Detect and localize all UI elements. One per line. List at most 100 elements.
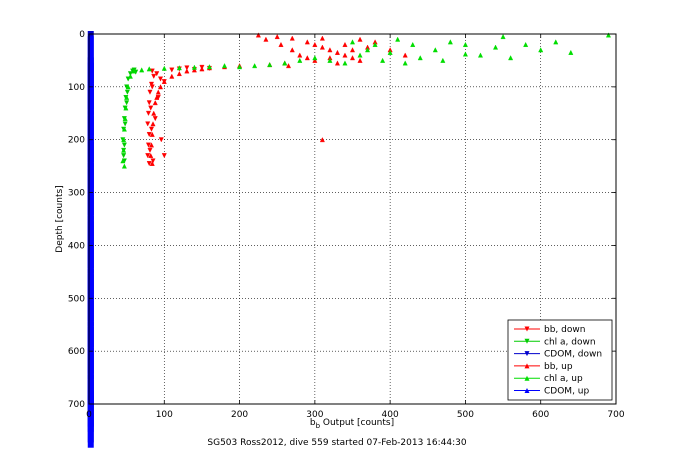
data-point — [148, 152, 154, 158]
data-point — [161, 78, 167, 84]
x-tick-label: 300 — [306, 410, 323, 420]
x-tick-label: 600 — [532, 410, 549, 420]
x-tick-label: 700 — [607, 410, 624, 420]
data-point — [282, 60, 288, 66]
data-point — [462, 51, 468, 57]
data-point — [131, 68, 137, 74]
data-point — [462, 41, 468, 47]
data-point — [176, 70, 182, 77]
data-point — [387, 49, 393, 55]
data-point — [199, 66, 205, 72]
data-point — [477, 52, 484, 58]
data-point — [151, 110, 157, 116]
data-point — [410, 41, 416, 47]
y-tick-label: 300 — [68, 189, 85, 199]
data-point — [87, 274, 94, 327]
data-point — [121, 137, 127, 143]
legend-marker — [524, 338, 530, 344]
data-point — [255, 32, 261, 38]
data-point — [221, 63, 228, 69]
data-point — [122, 115, 128, 121]
data-point — [342, 60, 348, 66]
data-point — [155, 89, 161, 95]
data-point — [87, 247, 94, 300]
data-point — [146, 161, 152, 167]
data-point — [139, 67, 145, 73]
data-point — [380, 57, 386, 63]
data-point — [319, 137, 325, 143]
data-point — [191, 67, 197, 73]
data-point — [149, 84, 155, 90]
series-5 — [87, 36, 94, 448]
data-point — [357, 36, 363, 42]
x-tick-label: 200 — [231, 410, 248, 420]
data-point — [191, 64, 197, 70]
data-point — [150, 121, 156, 127]
data-point — [349, 55, 356, 61]
data-point — [285, 63, 292, 69]
data-point — [121, 153, 127, 159]
data-point — [87, 142, 94, 194]
data-point — [157, 76, 164, 82]
data-point — [493, 44, 499, 50]
data-point — [169, 67, 175, 73]
y-tick-label: 100 — [68, 83, 85, 93]
data-point — [319, 35, 325, 41]
data-point — [402, 52, 408, 58]
data-point — [432, 47, 438, 53]
y-tick-label: 400 — [68, 241, 85, 251]
x-axis-label-main: b — [310, 418, 316, 428]
data-point — [605, 32, 611, 38]
data-point — [327, 47, 333, 53]
y-axis-label: Depth [counts] — [55, 185, 65, 252]
data-point — [538, 47, 544, 53]
x-tick-label: 0 — [86, 410, 92, 420]
data-point — [147, 89, 153, 95]
legend-label: CDOM, down — [544, 350, 602, 360]
data-point — [176, 65, 182, 71]
data-point — [297, 57, 303, 63]
series-4 — [120, 32, 611, 169]
data-point — [87, 221, 94, 274]
data-point — [127, 73, 133, 79]
data-point — [417, 55, 423, 61]
y-tick-label: 0 — [79, 30, 85, 40]
data-point — [304, 39, 310, 45]
data-point — [145, 142, 151, 148]
data-point — [342, 52, 348, 58]
legend-box — [507, 319, 613, 401]
data-point — [161, 153, 167, 159]
legend: bb, down chl a, down CDOM, down bb, up chl a… — [507, 319, 613, 401]
data-point — [357, 52, 363, 58]
data-point — [184, 65, 190, 71]
grid — [89, 34, 616, 404]
data-point — [349, 47, 356, 53]
data-point — [508, 55, 514, 61]
data-point — [334, 49, 340, 55]
data-point — [312, 55, 318, 61]
data-point — [149, 131, 155, 137]
legend-marker — [524, 388, 530, 393]
data-point — [148, 81, 155, 87]
data-point — [146, 100, 152, 106]
data-point — [327, 57, 333, 63]
data-point — [372, 41, 378, 47]
y-axis-ticks: 0 100 200 300 400 500 600 700 — [68, 30, 616, 410]
data-point — [147, 147, 153, 153]
data-point — [157, 84, 164, 90]
data-point — [152, 116, 158, 122]
data-point — [357, 57, 363, 63]
data-point — [523, 41, 529, 47]
data-point — [145, 110, 151, 116]
data-point — [319, 44, 325, 50]
legend-label: chl a, down — [544, 337, 596, 347]
data-point — [148, 142, 155, 148]
data-point — [553, 39, 559, 45]
data-point — [125, 84, 131, 90]
data-point — [267, 62, 273, 68]
data-point — [87, 62, 94, 115]
x-tick-label: 500 — [457, 410, 474, 420]
data-point — [148, 105, 154, 111]
y-tick-label: 600 — [68, 347, 85, 357]
x-axis-ticks: 0 100 200 300 400 500 600 700 — [86, 34, 625, 420]
